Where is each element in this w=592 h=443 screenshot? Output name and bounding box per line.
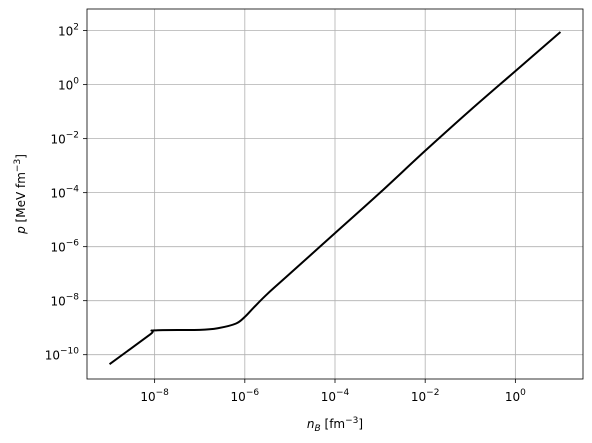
grid-lines <box>87 9 583 379</box>
x-tick-label: 10−4 <box>321 388 350 404</box>
x-axis-label: nB [fm−3] <box>307 416 363 434</box>
x-tick-label: 10−2 <box>411 388 440 404</box>
y-tick-label: 10−2 <box>50 131 79 147</box>
y-tick-label: 10−4 <box>50 185 79 201</box>
x-tick-label: 100 <box>505 388 526 404</box>
y-tick-label: 102 <box>58 23 79 39</box>
y-tick-label: 100 <box>58 77 79 93</box>
y-tick-label: 10−10 <box>45 347 80 363</box>
y-tick-label: 10−6 <box>50 239 79 255</box>
axis-ticks: 10−8 10−6 10−4 10−2 100 10−10 10−8 10−6 10−4 10−2… <box>45 23 526 404</box>
x-tick-label: 10−8 <box>140 388 169 404</box>
y-tick-label: 10−8 <box>50 293 79 309</box>
pressure-curve <box>108 31 562 365</box>
x-tick-label: 10−6 <box>231 388 260 404</box>
curve-layer <box>108 31 562 365</box>
y-axis-label: p [MeV fm−3] <box>13 154 28 235</box>
